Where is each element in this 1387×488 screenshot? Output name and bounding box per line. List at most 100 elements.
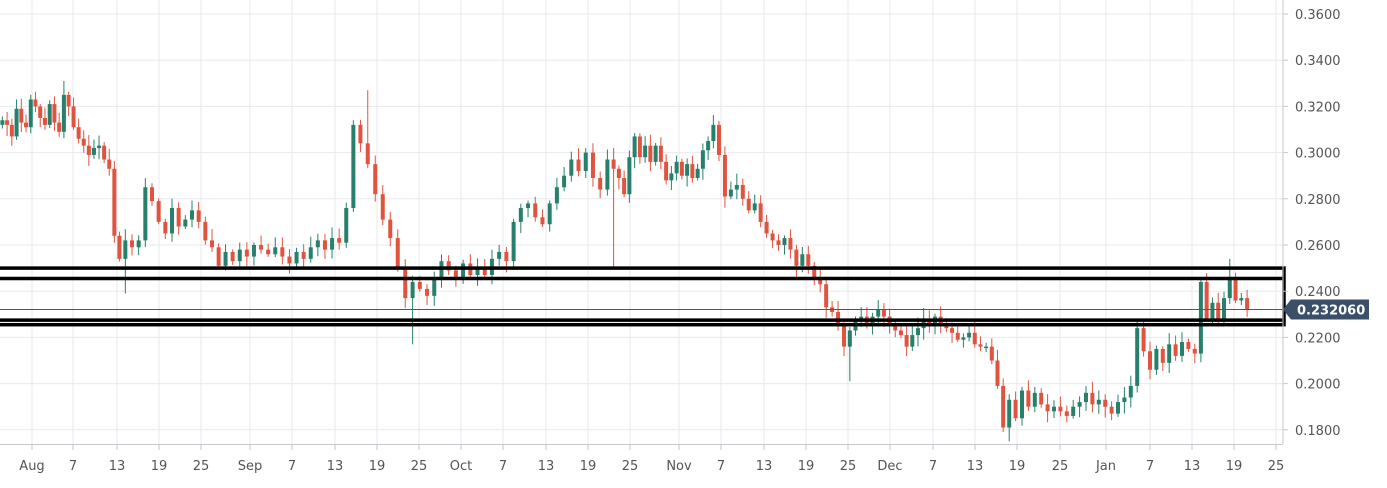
candle — [518, 203, 523, 234]
candle — [616, 165, 621, 190]
candle — [910, 324, 915, 352]
candle-body — [944, 325, 949, 329]
y-tick-label: 0.3200 — [1295, 100, 1341, 115]
candle-body — [42, 117, 47, 125]
candle-body — [881, 309, 886, 317]
candle-body — [1020, 390, 1024, 419]
x-tick-label: 19 — [798, 459, 815, 474]
candle — [706, 136, 711, 161]
y-tick-label: 0.2800 — [1295, 193, 1341, 208]
x-tick-label: Jan — [1095, 459, 1116, 474]
candle-body — [301, 251, 306, 259]
candle — [989, 338, 994, 365]
candle-body — [86, 145, 91, 155]
candle-body — [251, 245, 256, 257]
candle — [533, 196, 538, 222]
candle-body — [1013, 399, 1018, 419]
candle — [1020, 386, 1024, 426]
candle — [358, 119, 363, 152]
candle — [351, 120, 356, 212]
candle — [52, 96, 57, 131]
candle — [690, 155, 695, 183]
candle-body — [1245, 298, 1250, 310]
candle-body — [24, 122, 29, 128]
candle-body — [695, 168, 700, 179]
candle-body — [47, 104, 52, 125]
candle-body — [1071, 406, 1076, 416]
candle-body — [984, 346, 989, 349]
candle-body — [1167, 344, 1172, 363]
y-axis-ticks: 0.3600 0.3400 0.3200 0.3000 0.2800 0.2600 0.24… — [1283, 8, 1341, 439]
candle — [511, 218, 516, 270]
candle-body — [562, 175, 567, 188]
candle — [446, 255, 451, 276]
candle-body — [266, 249, 271, 255]
candle-body — [1180, 342, 1184, 356]
candle — [76, 118, 81, 144]
candle — [679, 158, 684, 180]
candle-body — [1007, 399, 1012, 428]
candle — [176, 202, 181, 235]
candle — [203, 216, 208, 245]
candle-body — [812, 265, 817, 278]
candle — [653, 143, 658, 166]
candle-body — [770, 233, 775, 241]
candle-body — [637, 136, 642, 158]
candle-body — [425, 288, 430, 296]
candle — [758, 195, 763, 228]
candle — [38, 103, 43, 128]
candle — [251, 242, 256, 266]
candle-body — [1233, 279, 1238, 301]
x-tick-label: 13 — [1184, 459, 1201, 474]
candle — [143, 178, 148, 248]
candle — [365, 90, 370, 169]
candle — [695, 163, 700, 181]
y-tick-label: 0.3600 — [1295, 8, 1341, 23]
candle-body — [876, 309, 881, 317]
candle — [19, 98, 24, 133]
candle-body — [1103, 399, 1108, 407]
candle-body — [690, 164, 695, 179]
candle — [598, 171, 603, 199]
candle — [244, 242, 249, 267]
candle — [1239, 292, 1244, 306]
candle-body — [143, 187, 148, 241]
candle-body — [842, 325, 847, 347]
candle — [1116, 394, 1120, 417]
candle — [1180, 332, 1184, 362]
candle-body — [183, 219, 188, 227]
candle — [1096, 390, 1101, 414]
candle — [685, 158, 690, 187]
candle — [24, 114, 29, 133]
candle-body — [410, 281, 415, 299]
x-tick-label: Oct — [450, 459, 472, 474]
x-tick-label: 25 — [840, 459, 857, 474]
x-tick-label: 19 — [580, 459, 597, 474]
x-tick-label: 13 — [756, 459, 773, 474]
candle-body — [365, 143, 370, 165]
candle-body — [230, 251, 235, 262]
candle — [14, 99, 19, 140]
candle-body — [337, 238, 342, 243]
candle-body — [33, 99, 38, 107]
vertical-grid — [31, 0, 1277, 444]
y-tick-label: 0.1800 — [1295, 424, 1341, 439]
candle-body — [1148, 351, 1152, 370]
candle-body — [533, 203, 538, 218]
candle-body — [616, 168, 621, 179]
candle-body — [1141, 328, 1146, 352]
candle — [266, 243, 271, 257]
candle-body — [824, 284, 829, 308]
candle-body — [898, 330, 903, 336]
candle-body — [395, 238, 400, 269]
candle — [196, 202, 201, 229]
candle-body — [818, 277, 823, 285]
x-tick-label: 7 — [69, 459, 77, 474]
candle — [395, 229, 400, 272]
candle-body — [1186, 342, 1191, 349]
candle-body — [81, 138, 86, 146]
candle — [475, 258, 480, 286]
candle — [812, 261, 817, 286]
x-tick-label: 13 — [327, 459, 344, 474]
candle — [237, 242, 242, 267]
